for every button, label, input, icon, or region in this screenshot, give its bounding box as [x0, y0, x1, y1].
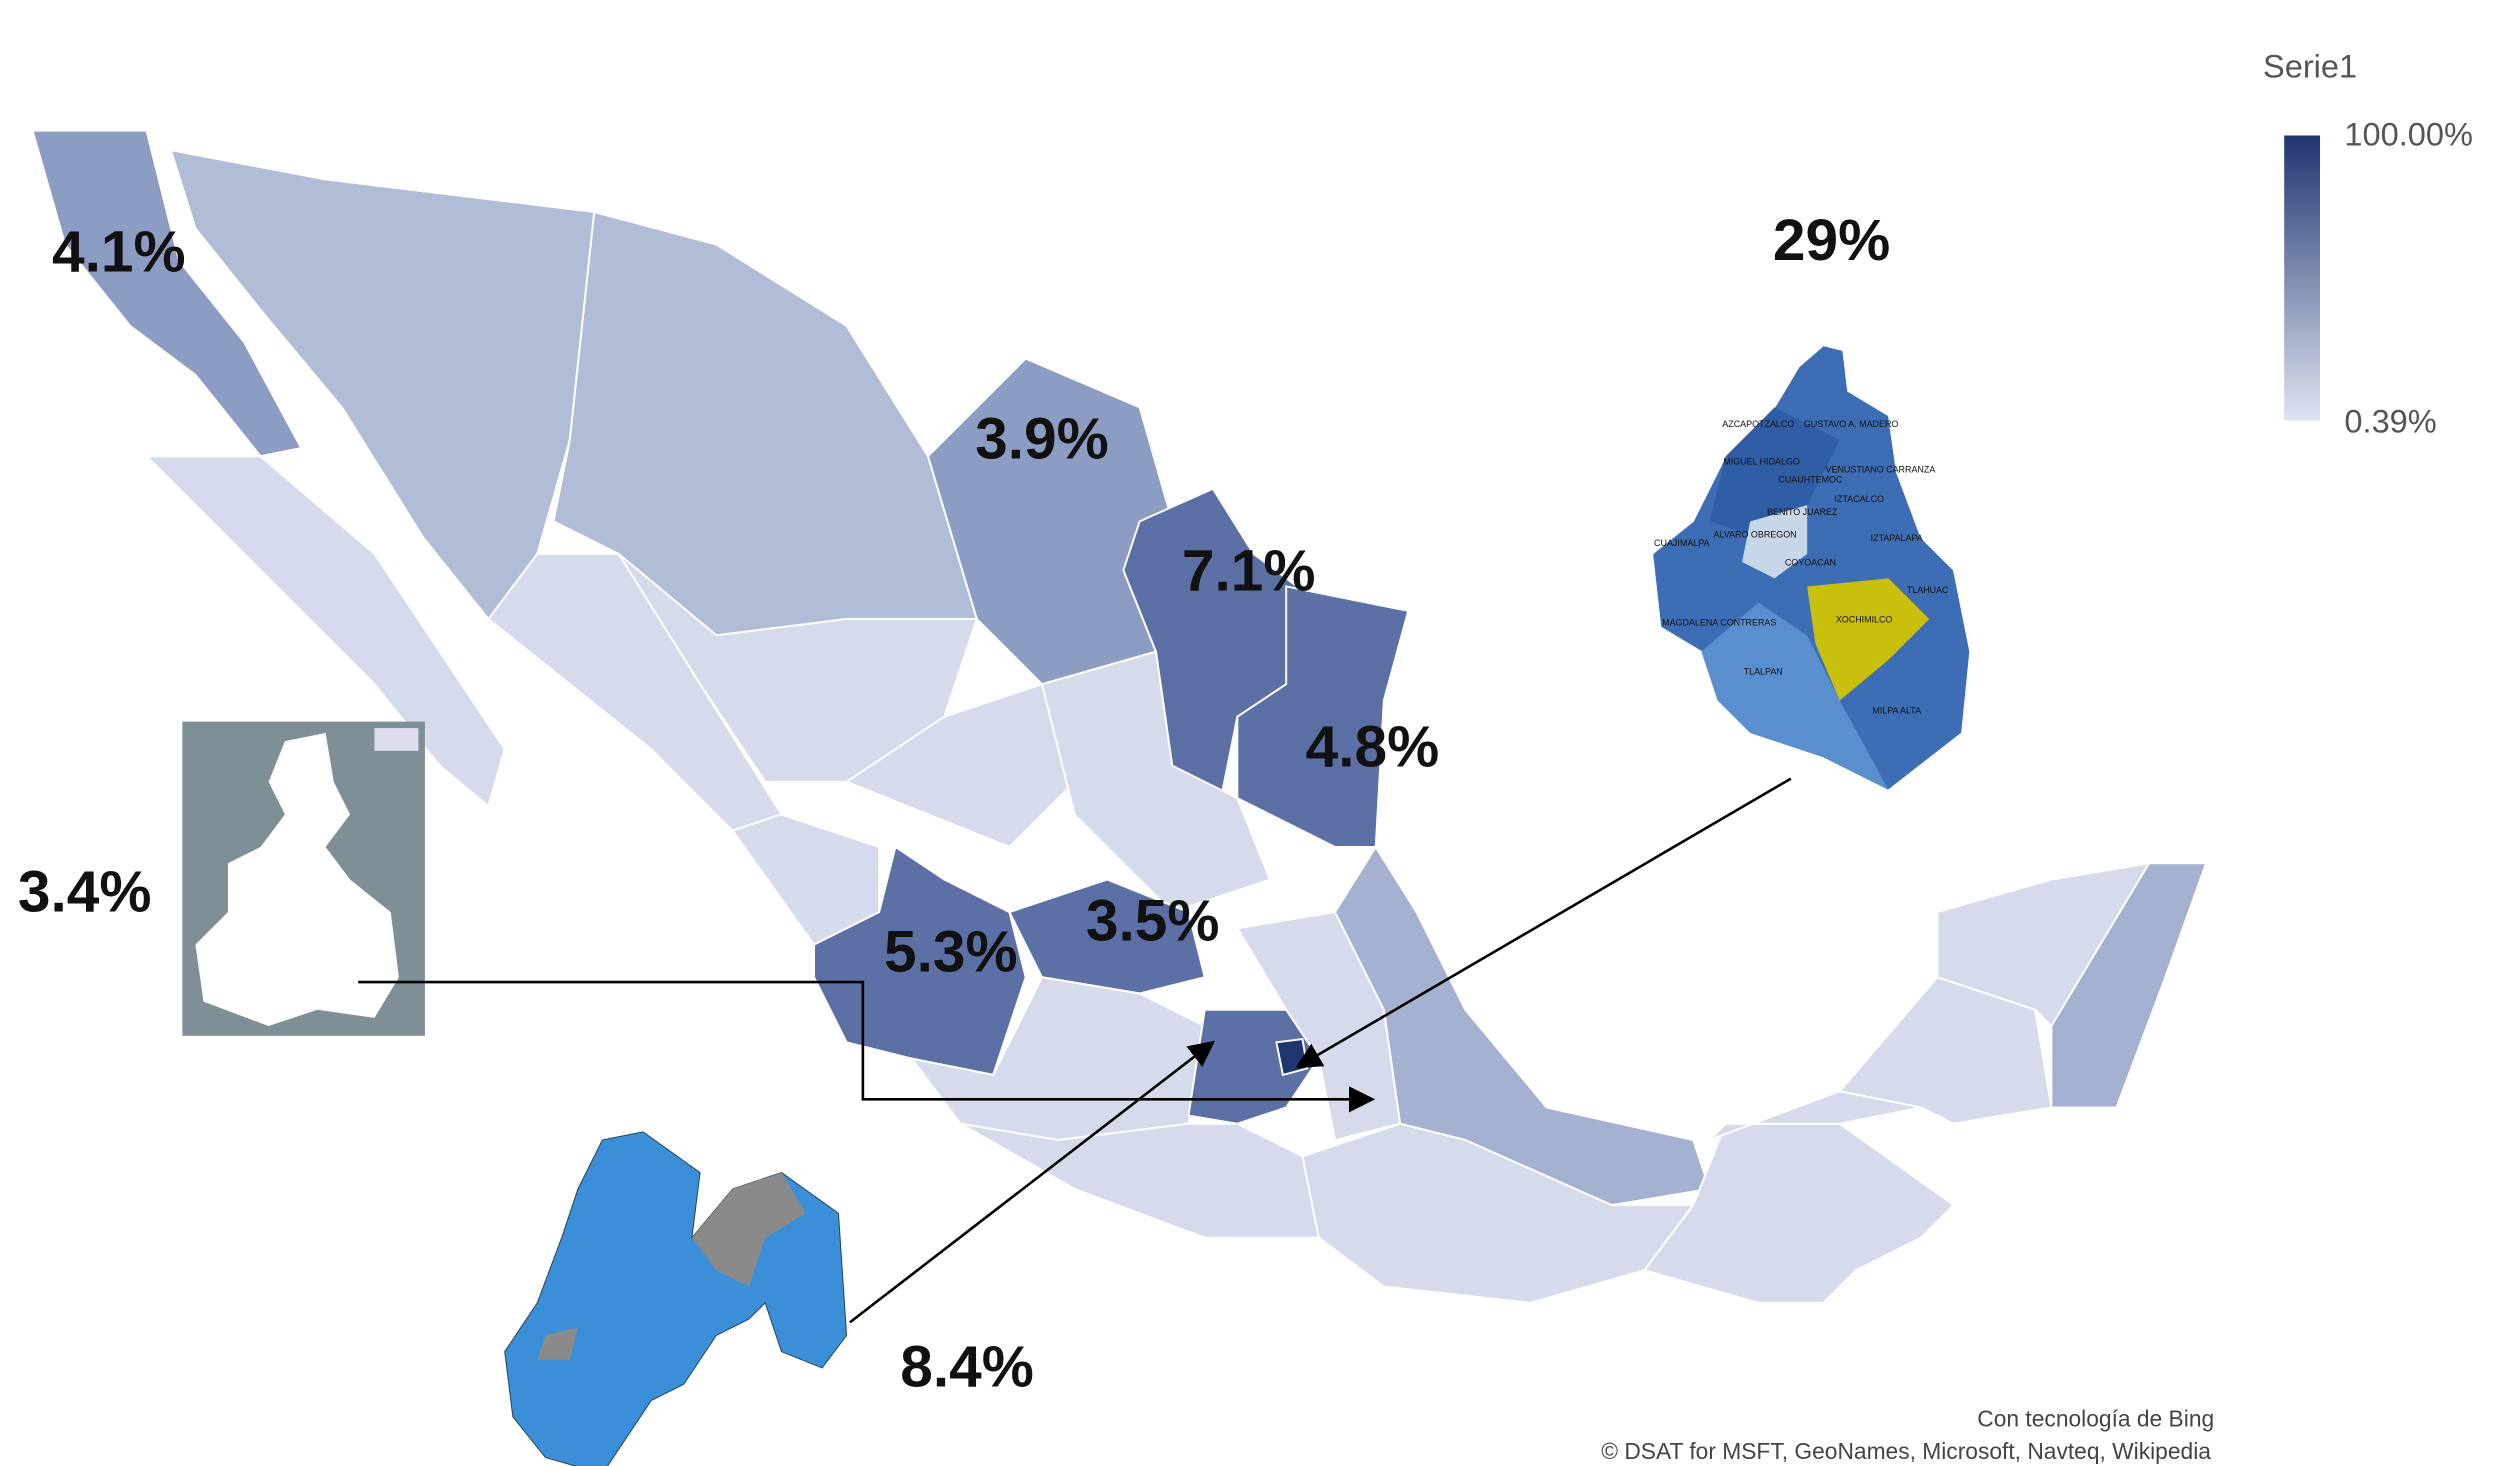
arrow [358, 980, 1376, 1113]
cdmx-inset [1651, 344, 1971, 791]
legend-title: Serie1 [2263, 48, 2357, 84]
puebla-inset [182, 721, 425, 1036]
delegation-label: ALVARO OBREGON [1714, 530, 1797, 540]
delegation-label: IZTACALCO [1835, 494, 1885, 504]
legend-min: 0.39% [2344, 403, 2436, 439]
state [1236, 585, 1410, 848]
state-label: 4.1% [52, 219, 186, 284]
delegation-label: VENUSTIANO CARRANZA [1826, 465, 1936, 475]
legend-gradient [2284, 135, 2321, 421]
delegation-label: CUAJIMALPA [1654, 538, 1709, 548]
arrow [1295, 777, 1792, 1069]
state-label: 8.4% [900, 1335, 1034, 1400]
state [144, 455, 506, 808]
legend-max: 100.00% [2344, 117, 2473, 153]
alvaro-obregon [1742, 505, 1808, 579]
delegation-label: COYOACAN [1785, 557, 1836, 567]
edomex-inset [504, 1131, 848, 1466]
state-label: 3.4% [18, 859, 152, 924]
delegation-label: XOCHIMILCO [1836, 614, 1893, 624]
state [731, 813, 881, 946]
state-label: 5.3% [884, 920, 1018, 985]
delegation-label: BENITO JUAREZ [1767, 507, 1838, 517]
state-label: 7.1% [1182, 539, 1316, 604]
state [1275, 1037, 1309, 1077]
gray-area [537, 1327, 578, 1360]
puebla-shape [195, 733, 399, 1027]
state-label: 4.8% [1306, 714, 1440, 779]
delegation-label: MILPA ALTA [1872, 705, 1921, 715]
delegation-label: MIGUEL HIDALGO [1723, 456, 1800, 466]
state-label: 29% [1773, 208, 1890, 273]
delegation-label: IZTAPALAPA [1871, 533, 1923, 543]
delegation-label: MAGDALENA CONTRERAS [1662, 618, 1776, 628]
arrow [849, 1040, 1215, 1324]
states [31, 129, 2208, 1304]
state [1187, 1008, 1320, 1125]
attribution: Con tecnología de Bing [1977, 1406, 2214, 1432]
state [1333, 845, 1711, 1207]
tlalpan [1701, 602, 1889, 790]
edomex-shape [504, 1131, 848, 1466]
state [2050, 862, 2208, 1109]
cdmx-shape [691, 1172, 806, 1287]
cdmx-labels: AZCAPOTZALCO GUSTAVO A. MADERO MIGUEL HIDA… [1654, 419, 1949, 716]
attribution: © DSAT for MSFT, GeoNames, Microsoft, Na… [1601, 1438, 2211, 1464]
delegation-label: AZCAPOTZALCO [1722, 419, 1794, 429]
delegation-label: GUSTAVO A. MADERO [1804, 419, 1899, 429]
xochimilco [1807, 578, 1930, 701]
state [960, 1122, 1320, 1239]
delegation-label: CUAUHTEMOC [1778, 474, 1843, 484]
state [1040, 650, 1272, 914]
state [1708, 1090, 1922, 1141]
state-label: 3.9% [975, 407, 1109, 472]
north-delegations [1709, 407, 1840, 538]
delegation-label: TLAHUAC [1907, 585, 1949, 595]
state-label: 3.5% [1086, 889, 1220, 954]
delegation-label: TLALPAN [1744, 666, 1783, 676]
state [813, 845, 1027, 1077]
state [31, 129, 303, 458]
inset-legend [374, 728, 419, 751]
